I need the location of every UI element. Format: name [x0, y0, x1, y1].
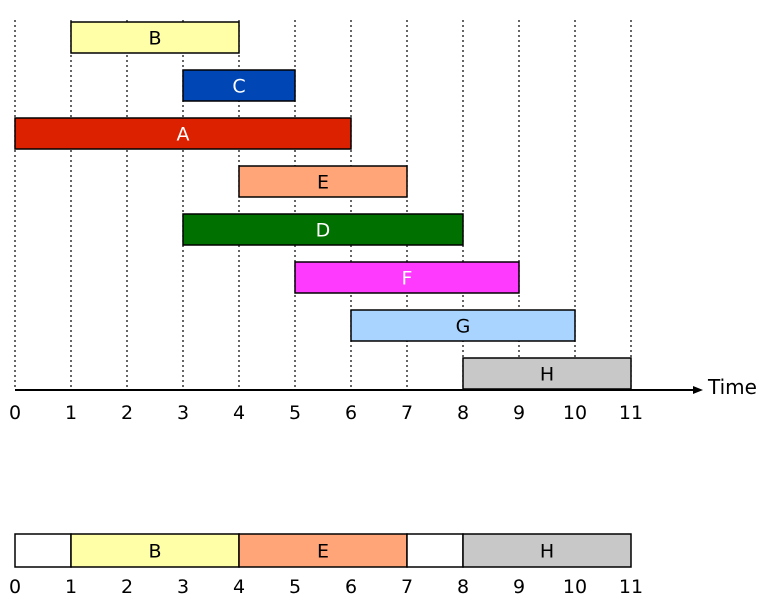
time-axis-label: Time	[707, 375, 757, 399]
selected-schedule-tick-labels: 0 1 2 3 4 5 6 7 8 9 10 11	[9, 576, 643, 598]
interval-bar-h	[462, 357, 632, 390]
selection-tick-label: 4	[233, 576, 245, 598]
interval-label-b: B	[148, 28, 161, 50]
selection-tick-label: 9	[513, 576, 525, 598]
selection-tick-label: 1	[65, 576, 77, 598]
tick-label: 2	[121, 402, 133, 424]
selection-tick-label: 10	[563, 576, 587, 598]
selected-segment-label-b: B	[148, 541, 161, 563]
selected-segment-gap	[406, 533, 464, 568]
tick-label: 3	[177, 402, 189, 424]
time-axis-arrowhead	[693, 386, 703, 394]
selected-segment-e	[238, 533, 408, 568]
tick-label: 5	[289, 402, 301, 424]
selected-segment-h	[462, 533, 632, 568]
tick-label: 0	[9, 402, 21, 424]
tick-label: 7	[401, 402, 413, 424]
tick-label: 1	[65, 402, 77, 424]
interval-label-e: E	[317, 172, 329, 194]
interval-label-d: D	[316, 220, 331, 242]
interval-label-h: H	[540, 364, 554, 386]
interval-bar-a	[14, 117, 352, 150]
selection-tick-label: 6	[345, 576, 357, 598]
selection-tick-label: 5	[289, 576, 301, 598]
interval-bar-g	[350, 309, 576, 342]
selected-segment-gap	[14, 533, 72, 568]
interval-bars: B C A E D F G H	[14, 21, 632, 390]
selection-tick-label: 7	[401, 576, 413, 598]
time-axis: Time 0 1 2 3 4 5 6 7 8 9 10 11	[9, 375, 757, 424]
interval-bar-b	[70, 21, 240, 54]
selected-segment-label-e: E	[317, 541, 329, 563]
interval-bar-e	[238, 165, 408, 198]
selection-tick-label: 11	[619, 576, 643, 598]
interval-label-c: C	[232, 76, 245, 98]
tick-label: 6	[345, 402, 357, 424]
interval-label-g: G	[456, 316, 471, 338]
selected-segment-label-h: H	[540, 541, 554, 563]
interval-bar-f	[294, 261, 520, 294]
interval-bar-d	[182, 213, 464, 246]
selection-tick-label: 3	[177, 576, 189, 598]
tick-label: 10	[563, 402, 587, 424]
interval-label-f: F	[402, 268, 413, 290]
selection-tick-label: 0	[9, 576, 21, 598]
interval-bar-c	[182, 69, 296, 102]
tick-label: 8	[457, 402, 469, 424]
tick-label: 9	[513, 402, 525, 424]
selection-tick-label: 8	[457, 576, 469, 598]
selection-tick-label: 2	[121, 576, 133, 598]
selected-segment-b	[70, 533, 240, 568]
interval-label-a: A	[177, 124, 190, 146]
time-axis-tick-labels: 0 1 2 3 4 5 6 7 8 9 10 11	[9, 402, 643, 424]
tick-label: 11	[619, 402, 643, 424]
tick-label: 4	[233, 402, 245, 424]
